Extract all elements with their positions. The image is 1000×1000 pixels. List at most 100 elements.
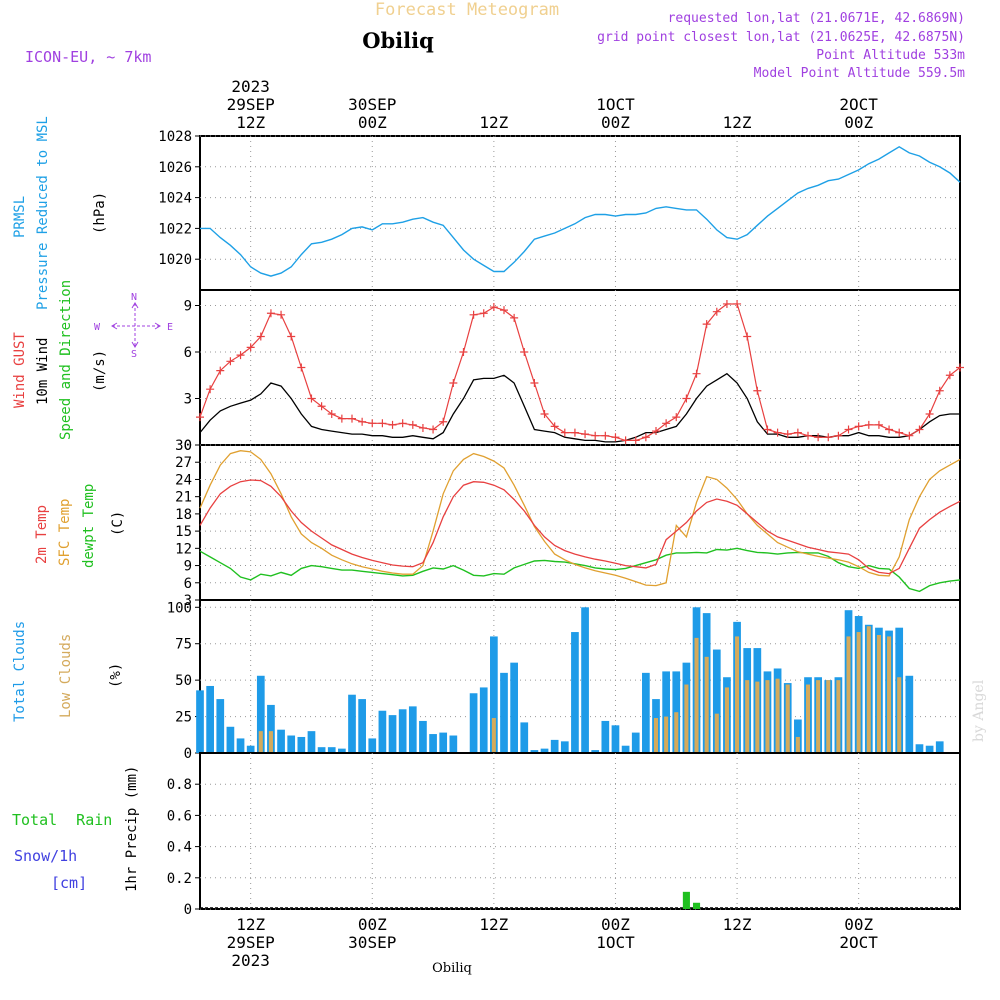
wind-gust-marker [479, 309, 488, 318]
wind-gust-marker [854, 422, 863, 431]
wind-gust-marker [672, 413, 681, 422]
bottom-time-label: 12Z [479, 915, 508, 934]
wind-gust-marker [489, 303, 498, 312]
wind-unit: (m/s) [92, 350, 108, 392]
wind-gust-marker [743, 332, 752, 341]
total-cloud-bar [358, 699, 366, 753]
top-time-label: 00Z [601, 113, 630, 132]
total-cloud-bar [550, 739, 559, 753]
wind-gust-marker [500, 306, 508, 315]
low-cloud-bar [735, 636, 740, 753]
wind-gust-marker [793, 428, 802, 437]
temp-ytick-label: 3 [184, 593, 192, 609]
footer-location: Obiliq [432, 961, 472, 976]
low-cloud-bar [694, 637, 699, 753]
total-cloud-bar [256, 675, 265, 753]
temp-unit: (C) [110, 511, 126, 536]
temp-ytick-label: 18 [175, 507, 192, 523]
wind-gust-marker [256, 332, 265, 341]
top-time-label: 2023 [231, 77, 270, 96]
compass-n: N [131, 292, 137, 303]
wind-gust-marker [682, 394, 691, 403]
wind-gust-marker [550, 422, 559, 431]
wind-gust-marker [287, 332, 296, 341]
total-cloud-bar [277, 729, 285, 753]
model-altitude: Model Point Altitude 559.5m [754, 66, 965, 81]
wind-gust-marker [722, 299, 731, 308]
wind-gust-marker [824, 433, 833, 442]
wind-gust-marker [317, 402, 326, 411]
total-cloud-bar [642, 672, 650, 753]
wind-gust-marker [408, 420, 417, 429]
temp-2m-line [199, 479, 961, 575]
wind-gust-marker [864, 420, 873, 429]
total-cloud-bar [196, 690, 204, 753]
total-cloud-bar [419, 720, 427, 753]
low-cloud-bar [775, 678, 780, 753]
wind-gust-marker [570, 428, 579, 437]
low-cloud-bar [795, 736, 800, 753]
wind-gust-marker [327, 410, 336, 418]
bottom-time-label: 30SEP [348, 933, 396, 952]
total-cloud-bar [307, 731, 316, 753]
chart-title: Forecast Meteogram [375, 0, 559, 20]
wind-frame [199, 289, 961, 446]
low-cloud-bar [704, 656, 709, 753]
low-cloud-bar [268, 731, 273, 753]
total-cloud-bar [601, 720, 610, 753]
temp-frame [199, 444, 961, 601]
low-cloud-bar [785, 684, 790, 753]
temp-ytick-label: 6 [184, 576, 192, 592]
wind-ytick-label: 0 [184, 438, 192, 454]
compass-s: S [131, 349, 137, 360]
wind-ytick-label: 9 [184, 299, 192, 315]
wind-gust-marker [611, 433, 620, 442]
top-time-label: 29SEP [227, 95, 275, 114]
wind-gust-marker [783, 430, 792, 439]
total-cloud-bar [439, 732, 448, 753]
bottom-time-label: 00Z [844, 915, 873, 934]
precip-label-rain: Total Rain [12, 811, 112, 829]
total-cloud-bar [712, 649, 721, 753]
temp-ytick-label: 30 [175, 438, 192, 454]
total-cloud-bar [794, 719, 802, 753]
bottom-time-label: 00Z [601, 915, 630, 934]
pressure-panel: 1020 1022 1024 1026 1028 [158, 129, 961, 291]
precip-ytick-label: 0.4 [167, 840, 192, 856]
wind-gust-marker [216, 366, 225, 375]
total-cloud-bar [490, 636, 498, 753]
wind-gust-marker [662, 419, 671, 428]
wind-gust-marker [266, 309, 275, 318]
rain-bar [692, 902, 701, 909]
total-cloud-bar [530, 750, 539, 753]
total-cloud-bar [469, 693, 478, 753]
total-cloud-bar [267, 704, 275, 753]
wind-gust-marker [895, 428, 904, 437]
top-time-label: 2OCT [839, 95, 878, 114]
low-cloud-bar [755, 681, 760, 753]
wind-gust-marker [591, 431, 600, 440]
wind-gust-marker [307, 394, 316, 403]
total-cloud-bar [297, 736, 306, 753]
total-cloud-bar [388, 715, 397, 753]
wind-gust-marker [702, 320, 711, 329]
wind-gust-marker [915, 425, 924, 434]
total-cloud-bar [226, 726, 235, 753]
temp-ytick-label: 9 [184, 559, 192, 575]
total-cloud-bar [327, 747, 336, 753]
low-cloud-bar [674, 712, 679, 753]
wind-gust-marker [581, 430, 590, 439]
wind-gust-marker [368, 419, 377, 428]
wind-gust-marker [469, 310, 478, 319]
low-cloud-bar [856, 632, 861, 753]
wind-gust-marker [935, 386, 944, 395]
precip-ytick-label: 0.6 [167, 808, 192, 824]
total-cloud-bar [915, 744, 924, 753]
pressure-ytick-label: 1020 [158, 252, 192, 268]
wind-gust-marker [814, 433, 823, 442]
wind-ytick-label: 6 [184, 345, 192, 361]
temp-ytick-label: 27 [175, 455, 192, 471]
wind-gust-marker [348, 414, 356, 423]
